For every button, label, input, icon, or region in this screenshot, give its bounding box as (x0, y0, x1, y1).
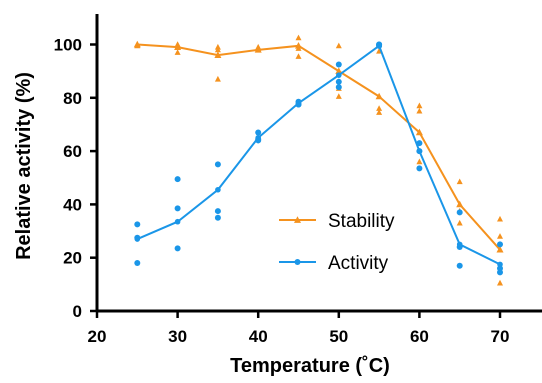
stability-replicate-point (214, 75, 221, 82)
y-tick-label: 60 (63, 142, 82, 161)
activity-replicate-point (255, 137, 262, 144)
stability-replicate-point (416, 102, 423, 109)
stability-replicate-point (497, 279, 503, 286)
stability-series-line (137, 43, 501, 251)
stability-replicate-point (416, 158, 423, 165)
activity-replicate-point (456, 262, 463, 269)
y-tick-label: 40 (63, 195, 82, 214)
activity-replicate-point (214, 208, 221, 215)
stability-replicate-point (376, 109, 383, 115)
activity-replicate-point (134, 260, 141, 267)
activity-mean-marker (336, 72, 342, 78)
activity-replicate-point (416, 165, 423, 172)
stability-mean-marker (415, 128, 423, 136)
activity-replicate-point (174, 245, 181, 252)
stability-replicate-point (174, 43, 181, 50)
activity-replicate-point (497, 269, 503, 276)
stability-replicate-point (214, 46, 221, 53)
stability-replicate-point (295, 34, 302, 41)
stability-mean-marker (496, 245, 504, 253)
activity-replicate-point (416, 140, 423, 147)
stability-mean-marker (335, 67, 343, 74)
activity-replicate-point (214, 161, 221, 168)
stability-replicate-point (295, 53, 302, 59)
activity-replicate-point (134, 234, 141, 241)
x-tick-label: 20 (88, 327, 107, 346)
stability-replicate-point (335, 93, 342, 99)
activity-series-line (136, 44, 501, 266)
legend: Stability Activity (279, 211, 395, 274)
stability-replicate-point (174, 49, 181, 55)
activity-replicate-point (174, 205, 181, 212)
stability-replicate-point (497, 233, 503, 239)
legend-stability-label: Stability (328, 211, 395, 232)
activity-replicate-point (456, 209, 463, 216)
legend-activity-label: Activity (328, 253, 389, 274)
activity-replicate-point (335, 84, 342, 91)
plot-area (133, 34, 504, 286)
x-tick-label: 70 (491, 327, 510, 346)
activity-replicate-point (335, 78, 342, 85)
activity-replicate-point (174, 176, 181, 183)
y-axis-title: Relative activity (%) (13, 72, 35, 260)
activity-mean-marker (174, 218, 181, 225)
stability-replicate-point (255, 46, 262, 53)
activity-replicate-point (335, 61, 342, 68)
stability-replicate-point (416, 107, 423, 114)
x-tick-label: 30 (168, 327, 187, 346)
activity-replicate-point (497, 241, 503, 248)
stability-replicate-point (335, 42, 342, 49)
stability-replicate-point (134, 42, 141, 49)
x-tick-label: 50 (329, 327, 348, 346)
x-tick-label: 40 (249, 327, 268, 346)
y-tick-label: 100 (54, 36, 82, 55)
stability-mean-marker (456, 200, 464, 208)
y-tick-label: 80 (63, 89, 82, 108)
activity-mean-marker (215, 186, 221, 193)
activity-replicate-point (255, 129, 262, 136)
legend-stability-marker (294, 216, 301, 223)
legend-activity-marker (294, 259, 301, 265)
stability-replicate-point (456, 219, 463, 226)
x-tick-label: 60 (410, 327, 429, 346)
activity-replicate-point (214, 214, 221, 221)
activity-replicate-point (376, 42, 383, 49)
stability-replicate-point (376, 105, 383, 111)
x-axis-title: Temperature (˚C) (230, 354, 390, 377)
activity-replicate-point (416, 148, 423, 155)
stability-replicate-point (295, 45, 302, 51)
activity-replicate-point (295, 101, 302, 108)
stability-replicate-point (456, 178, 463, 185)
activity-replicate-point (456, 244, 463, 251)
stability-mean-marker (214, 51, 222, 58)
stability-replicate-point (497, 215, 503, 222)
axes: 20 30 40 50 60 70 0 20 40 60 80 100 (54, 14, 542, 346)
activity-replicate-point (134, 221, 141, 228)
y-tick-label: 20 (63, 249, 82, 268)
stability-mean-marker (375, 92, 383, 100)
y-tick-label: 0 (73, 302, 82, 321)
